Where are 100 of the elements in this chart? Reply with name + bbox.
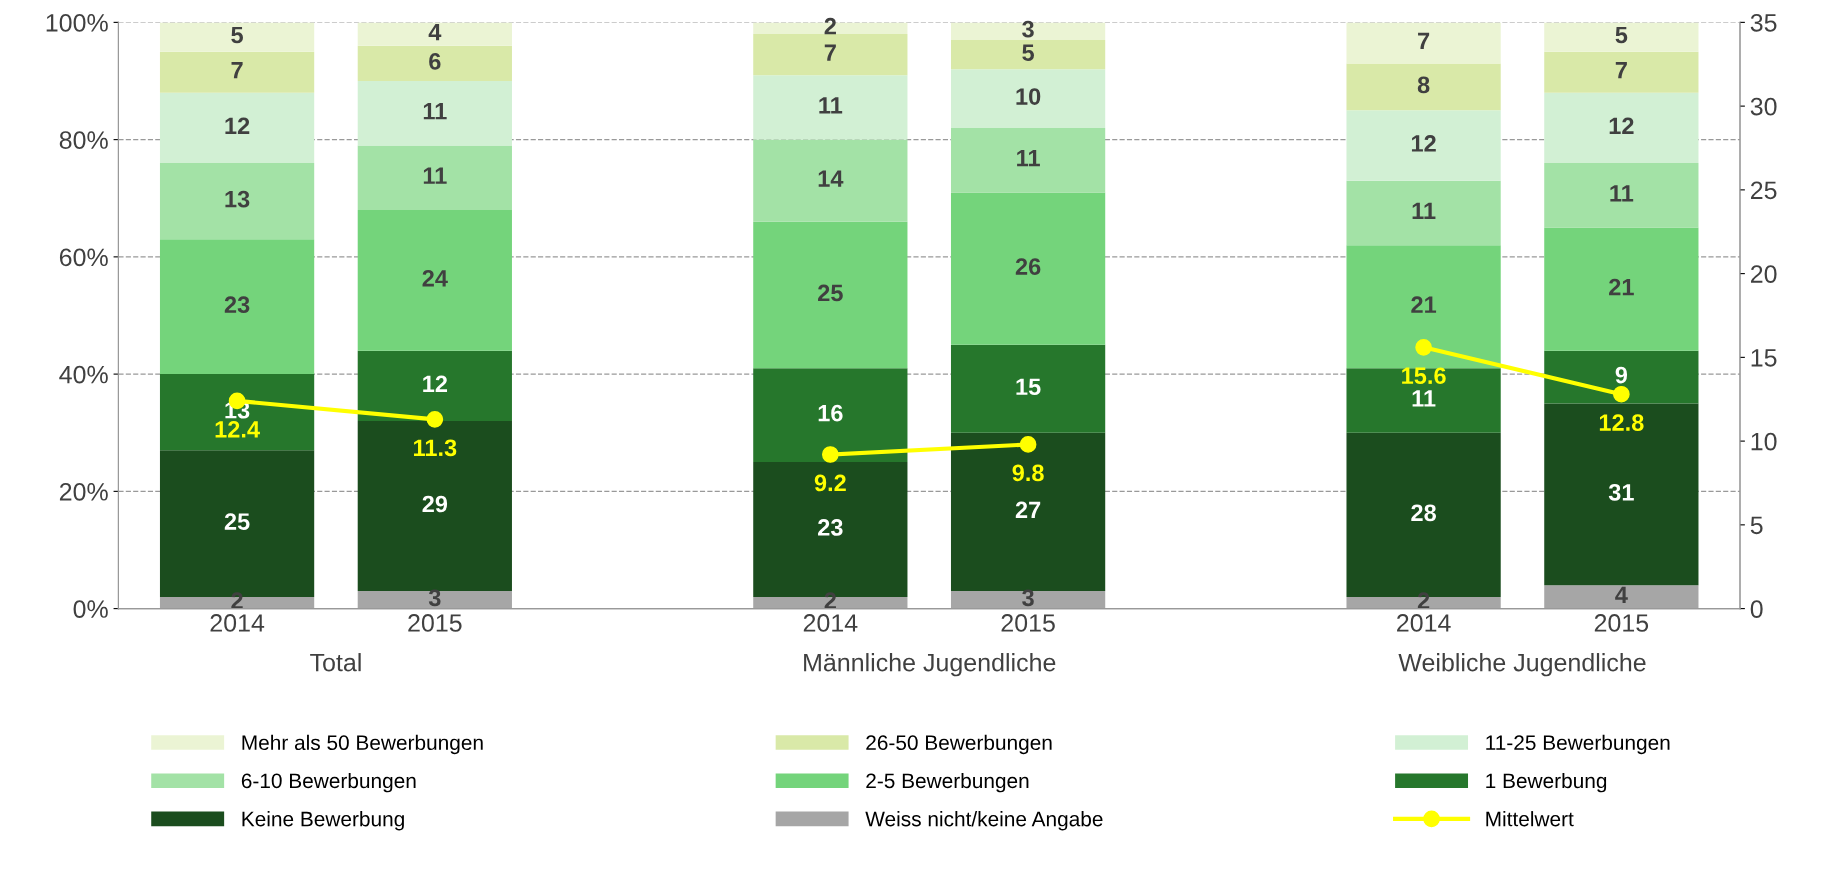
point: [822, 446, 839, 463]
data-label: 29: [422, 495, 448, 513]
point: [1613, 385, 1630, 403]
data-label: 23: [224, 296, 250, 314]
data-label: 24: [422, 269, 448, 287]
data-label: 15.6: [1402, 367, 1446, 385]
bar: [1346, 180, 1501, 246]
data-label: 7: [1615, 62, 1627, 79]
bar: [357, 350, 512, 422]
data-label: 14: [818, 170, 844, 187]
y2-tick-label: 20: [1750, 265, 1777, 283]
legend-label: 26-50 Bewerbungen: [866, 734, 1052, 755]
data-label: 6: [429, 53, 441, 70]
legend-label: Weiss nicht/keine Angabe: [865, 811, 1103, 831]
legend-label: Mittelwert: [1486, 811, 1574, 827]
legend-label: 6-10 Bewerbungen: [241, 772, 416, 793]
bar: [1544, 92, 1699, 164]
bar: [357, 22, 512, 46]
data-label: 12: [225, 117, 250, 134]
x-tick-label: 2014: [1397, 614, 1451, 632]
data-label: 12.8: [1599, 414, 1644, 431]
bar: [357, 81, 512, 146]
bar: [357, 45, 512, 81]
point: [1415, 338, 1432, 356]
bar: [1544, 22, 1699, 52]
data-label: 23: [818, 519, 843, 536]
bar: [950, 344, 1106, 433]
data-label: 26: [1015, 258, 1041, 275]
bar: [1544, 163, 1699, 228]
x-tick-label: 2015: [1594, 614, 1649, 632]
bar: [1346, 63, 1501, 111]
data-label: 7: [824, 44, 836, 61]
data-label: 12: [1609, 117, 1634, 134]
bar: [1346, 22, 1501, 64]
x-tick-label: 2014: [803, 614, 858, 632]
data-label: 4: [428, 23, 442, 41]
data-label: 7: [1418, 32, 1430, 49]
y-tick-label: 100%: [46, 13, 108, 32]
data-label: 11.3: [414, 439, 457, 457]
data-label: 15: [1016, 378, 1041, 396]
data-label: 5: [1615, 26, 1628, 44]
bar: [753, 139, 908, 222]
y2-tick-label: 35: [1750, 13, 1777, 32]
bar: [753, 75, 908, 140]
data-label: 10: [1016, 88, 1041, 105]
y-tick-label: 0%: [73, 600, 108, 618]
bar: [1544, 585, 1699, 609]
data-label: 21: [1411, 296, 1437, 313]
data-label: 11: [1412, 202, 1436, 219]
data-label: 21: [1609, 278, 1634, 296]
data-label: 16: [818, 404, 843, 422]
x-tick-label: 2014: [210, 614, 265, 632]
data-label: 11: [1017, 150, 1040, 167]
bar: [159, 239, 315, 375]
bar: [1544, 227, 1699, 351]
text: Weibliche Jugendliche: [1398, 653, 1646, 677]
data-label: 11: [1610, 185, 1634, 202]
data-label: 4: [1615, 586, 1628, 603]
bar: [357, 209, 512, 351]
y-tick-label: 40%: [59, 365, 108, 384]
bar: [1544, 403, 1699, 586]
data-label: 8: [1417, 76, 1430, 94]
bar: [159, 22, 315, 52]
data-label: 3: [428, 589, 441, 607]
bar: [950, 22, 1106, 40]
bar: [950, 39, 1106, 70]
y-tick-label: 60%: [59, 248, 108, 267]
bar: [159, 92, 315, 164]
y2-tick-label: 5: [1750, 516, 1763, 535]
bar: [159, 374, 315, 451]
data-label: 31: [1608, 483, 1634, 501]
bar: [159, 51, 315, 93]
bar: [1346, 110, 1501, 181]
x-tick-label: 2015: [408, 614, 462, 632]
data-label: 28: [1411, 504, 1437, 522]
text: Männliche Jugendliche: [804, 653, 1056, 677]
bar: [950, 591, 1106, 609]
y2-tick-label: 0: [1750, 600, 1763, 618]
bar: [159, 163, 315, 240]
legend-label: 2-5 Bewerbungen: [866, 772, 1029, 793]
bar: [753, 368, 908, 463]
bar: [1544, 51, 1699, 93]
data-label: 12: [423, 375, 448, 392]
legend-label: 11-25 Bewerbungen: [1486, 734, 1670, 755]
data-label: 5: [1022, 44, 1035, 61]
data-label: 25: [818, 284, 843, 302]
data-label: 11: [819, 97, 843, 114]
point: [426, 410, 444, 428]
bar: [753, 34, 908, 76]
bar: [1544, 350, 1699, 404]
point: [1019, 436, 1037, 453]
data-label: 11: [423, 167, 447, 184]
y2-tick-label: 25: [1750, 181, 1777, 200]
legend-label: Mehr als 50 Bewerbungen: [242, 734, 483, 755]
data-label: 11: [1412, 390, 1436, 407]
data-label: 2: [824, 17, 836, 35]
bar: [950, 69, 1106, 128]
data-label: 25: [224, 513, 250, 530]
y-tick-label: 80%: [59, 131, 108, 149]
bar: [950, 192, 1106, 345]
